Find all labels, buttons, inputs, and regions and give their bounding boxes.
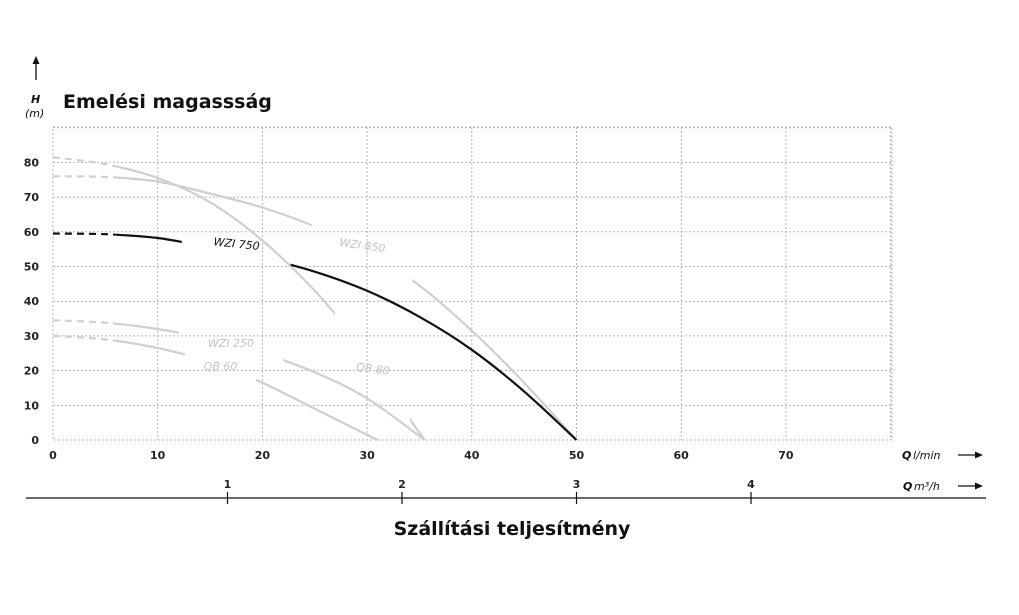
x-axis-primary-unit: l/min <box>913 449 941 462</box>
x2-tick-label: 4 <box>747 478 755 491</box>
series-wzi-850-line <box>115 175 578 441</box>
x-tick-label: 10 <box>150 449 166 462</box>
y-tick-label: 70 <box>24 191 40 204</box>
series-label-qb-60: QB 60 <box>204 360 238 373</box>
series-label-wzi-850: WZI 850 <box>339 236 387 255</box>
series-qb-80-dashed <box>52 156 116 168</box>
series-wzi-750-line <box>115 232 578 441</box>
x-tick-label: 60 <box>674 449 690 462</box>
y-tick-label: 10 <box>24 399 40 412</box>
y-axis-arrow-icon <box>32 56 40 80</box>
chart-title: Emelési magassság <box>63 91 272 113</box>
x-axis-primary-symbol: Q <box>902 449 911 462</box>
y-tick-label: 40 <box>24 295 40 308</box>
x-axis-primary-arrow-icon <box>958 451 983 459</box>
x-tick-label: 70 <box>778 449 794 462</box>
series-qb-60-line <box>115 334 379 441</box>
x-tick-label: 40 <box>464 449 480 462</box>
series-label-wzi-750: WZI 750 <box>213 235 260 253</box>
x-tick-label: 20 <box>255 449 271 462</box>
x-axis-secondary-arrow-icon <box>958 482 983 490</box>
series-qb-80-line <box>115 156 426 441</box>
series-qb-60-dashed <box>52 334 116 342</box>
x2-tick-label: 3 <box>573 478 581 491</box>
plot-frame <box>52 126 893 441</box>
y-tick-label: 20 <box>24 365 40 378</box>
x-axis-secondary-unit: m³/h <box>914 480 940 493</box>
x-tick-label: 0 <box>49 449 57 462</box>
y-tick-label: 30 <box>24 330 40 343</box>
y-tick-label: 60 <box>24 226 40 239</box>
series-label-wzi-250: WZI 250 <box>208 337 254 350</box>
y-tick-label: 0 <box>31 434 39 447</box>
x-axis-secondary-symbol: Q <box>903 480 912 493</box>
x-tick-label: 50 <box>569 449 585 462</box>
x2-tick-label: 2 <box>398 478 406 491</box>
x-tick-label: 30 <box>359 449 375 462</box>
y-tick-label: 50 <box>24 261 40 274</box>
x2-tick-label: 1 <box>224 478 232 491</box>
y-axis-symbol: H <box>31 93 40 106</box>
series-wzi-850-dashed <box>52 175 116 179</box>
series-label-qb-80: QB 80 <box>355 360 390 378</box>
y-tick-label: 80 <box>24 156 40 169</box>
x-axis-title: Szállítási teljesítmény <box>394 518 631 540</box>
y-axis-unit: (m) <box>25 107 44 120</box>
